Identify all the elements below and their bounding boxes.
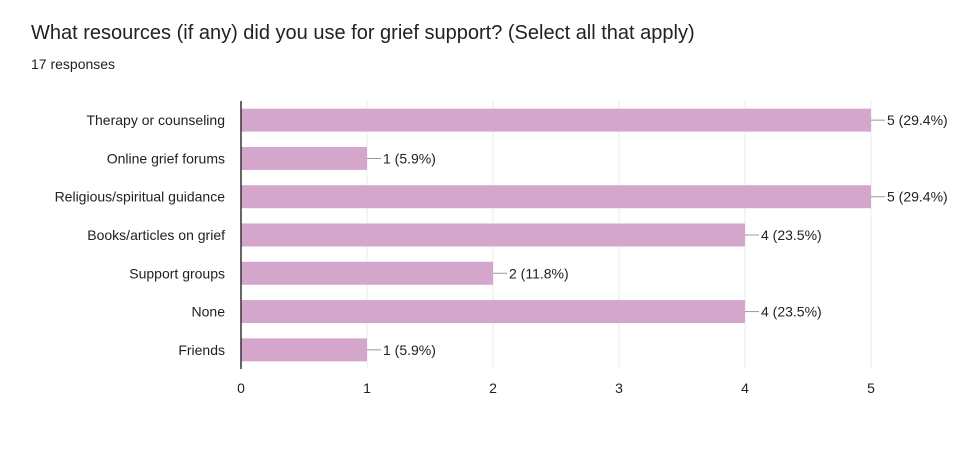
- data-label: 5 (29.4%): [887, 112, 948, 128]
- bar: [241, 108, 871, 132]
- bar: [241, 223, 745, 247]
- chart-title: What resources (if any) did you use for …: [31, 22, 695, 44]
- data-label: 1 (5.9%): [383, 150, 436, 166]
- category-label: Friends: [178, 342, 225, 358]
- x-tick-label: 4: [741, 380, 749, 396]
- bar: [241, 146, 367, 170]
- data-label: 4 (23.5%): [761, 304, 822, 320]
- data-label: 5 (29.4%): [887, 189, 948, 205]
- data-label: 1 (5.9%): [383, 342, 436, 358]
- bar: [241, 300, 745, 324]
- category-label: Support groups: [129, 265, 225, 281]
- data-label: 4 (23.5%): [761, 227, 822, 243]
- category-label: Online grief forums: [107, 150, 225, 166]
- data-label: 2 (11.8%): [509, 265, 569, 281]
- x-tick-label: 5: [867, 380, 875, 396]
- category-label: Therapy or counseling: [86, 112, 225, 128]
- x-tick-label: 0: [237, 380, 245, 396]
- x-tick-label: 3: [615, 380, 623, 396]
- x-tick-label: 1: [363, 380, 371, 396]
- x-tick-label: 2: [489, 380, 497, 396]
- bar: [241, 338, 367, 362]
- category-label: Books/articles on grief: [87, 227, 225, 243]
- response-count: 17 responses: [31, 56, 116, 72]
- bar: [241, 185, 871, 209]
- bar: [241, 261, 493, 285]
- category-label: None: [192, 304, 226, 320]
- category-label: Religious/spiritual guidance: [55, 189, 226, 205]
